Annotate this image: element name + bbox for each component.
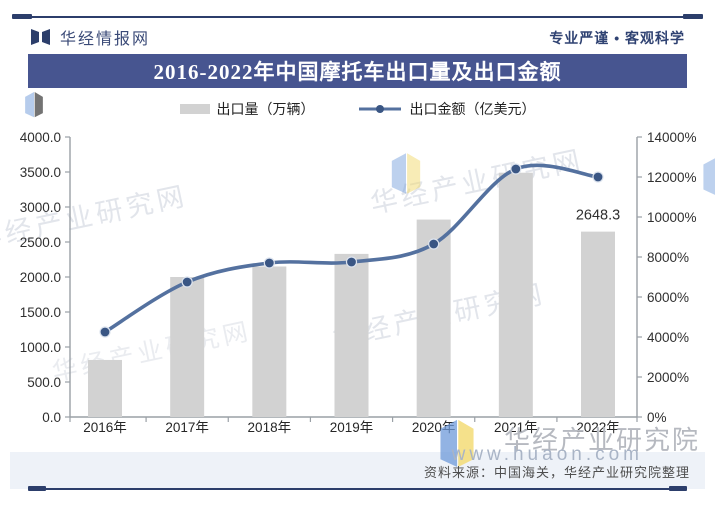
y-tick-label-left: 1000.0 [20,340,61,355]
bar-2016年 [88,359,122,417]
watermark-logo-icon [391,153,421,194]
brand: 华经情报网 [30,25,150,49]
marker-2022年 [592,171,604,183]
watermark-institute-text: 华经产业研究院 [503,425,700,455]
y-tick-label-left: 3500.0 [20,165,61,180]
watermark-logo-icon [25,92,43,118]
y-tick-label-left: 2000.0 [20,270,61,285]
legend-item-export-volume: 出口量（万辆） [179,99,315,119]
marker-2017年 [181,276,193,288]
bottom-rule-right-cap [669,486,687,491]
header-tagline: 专业严谨 • 客观科学 [549,30,685,46]
y-tick-label-left: 500.0 [27,375,61,390]
top-rule-left-cap [12,14,32,19]
x-tick-label: 2018年 [248,420,292,435]
bar-2021年 [498,172,533,417]
marker-2016年 [99,326,111,338]
bar-2018年 [252,266,287,417]
top-rule-right-cap [683,14,703,19]
bar-2022年 [581,231,615,417]
y-tick-label-right: 0% [647,410,667,425]
x-tick-label: 2022年 [576,420,620,435]
marker-2020年 [428,238,440,250]
marker-2019年 [345,256,358,268]
y-tick-label-right: 4000% [647,330,689,345]
y-tick-label-left: 0.0 [42,410,61,425]
brand-logo-icon [31,29,50,45]
y-tick-label-right: 2000% [647,370,689,385]
legend-item-export-amount: 出口金额（亿美元） [357,99,536,119]
y-tick-label-right: 12000% [647,170,697,185]
legend: 出口量（万辆） 出口金额（亿美元） [0,99,715,119]
bottom-rule [28,488,687,490]
watermark-logo-icon [703,158,715,195]
y-tick-label-right: 8000% [647,250,689,265]
bar-2020年 [416,219,451,417]
marker-2018年 [263,257,275,269]
data-source-note: 资料来源：中国海关，华经产业研究院整理 [423,465,690,480]
top-rule [12,16,703,18]
y-tick-label-right: 10000% [647,210,697,225]
bar-value-label: 2648.3 [576,208,620,224]
bar-2019年 [334,253,369,417]
x-tick-label: 2017年 [165,420,209,435]
y-tick-label-left: 4000.0 [20,130,61,145]
watermark-logo-icon [440,419,474,467]
y-tick-label-right: 6000% [647,290,689,305]
bar-swatch-icon [179,104,210,114]
x-tick-label: 2021年 [494,420,538,435]
chart-svg: 4000.0 3500.0 3000.0 2500.0 2000.0 1500.0 1000… [20,130,697,435]
watermark-url-text: www.huaon.com [451,444,643,465]
x-tick-label: 2019年 [330,420,374,435]
legend-label: 出口量（万辆） [216,101,315,117]
bottom-rule-left-cap [28,486,46,491]
y-tick-label-left: 3000.0 [20,200,61,215]
brand-name: 华经情报网 [60,31,151,48]
chart-canvas: 4000.0 3500.0 3000.0 2500.0 2000.0 1500.0 1000… [0,125,715,445]
y-tick-label-right: 14000% [647,130,697,145]
footer-band [10,452,705,489]
line-dot-swatch-icon [358,105,401,113]
marker-2021年 [510,163,522,175]
chart-title: 2016-2022年中国摩托车出口量及出口金额 [153,60,562,84]
title-bar: 2016-2022年中国摩托车出口量及出口金额 [28,54,687,88]
y-tick-label-left: 2500.0 [20,235,61,250]
bar-2017年 [170,277,205,417]
legend-label: 出口金额（亿美元） [409,101,536,117]
x-tick-label: 2016年 [83,420,127,435]
y-tick-label-left: 1500.0 [20,305,61,320]
